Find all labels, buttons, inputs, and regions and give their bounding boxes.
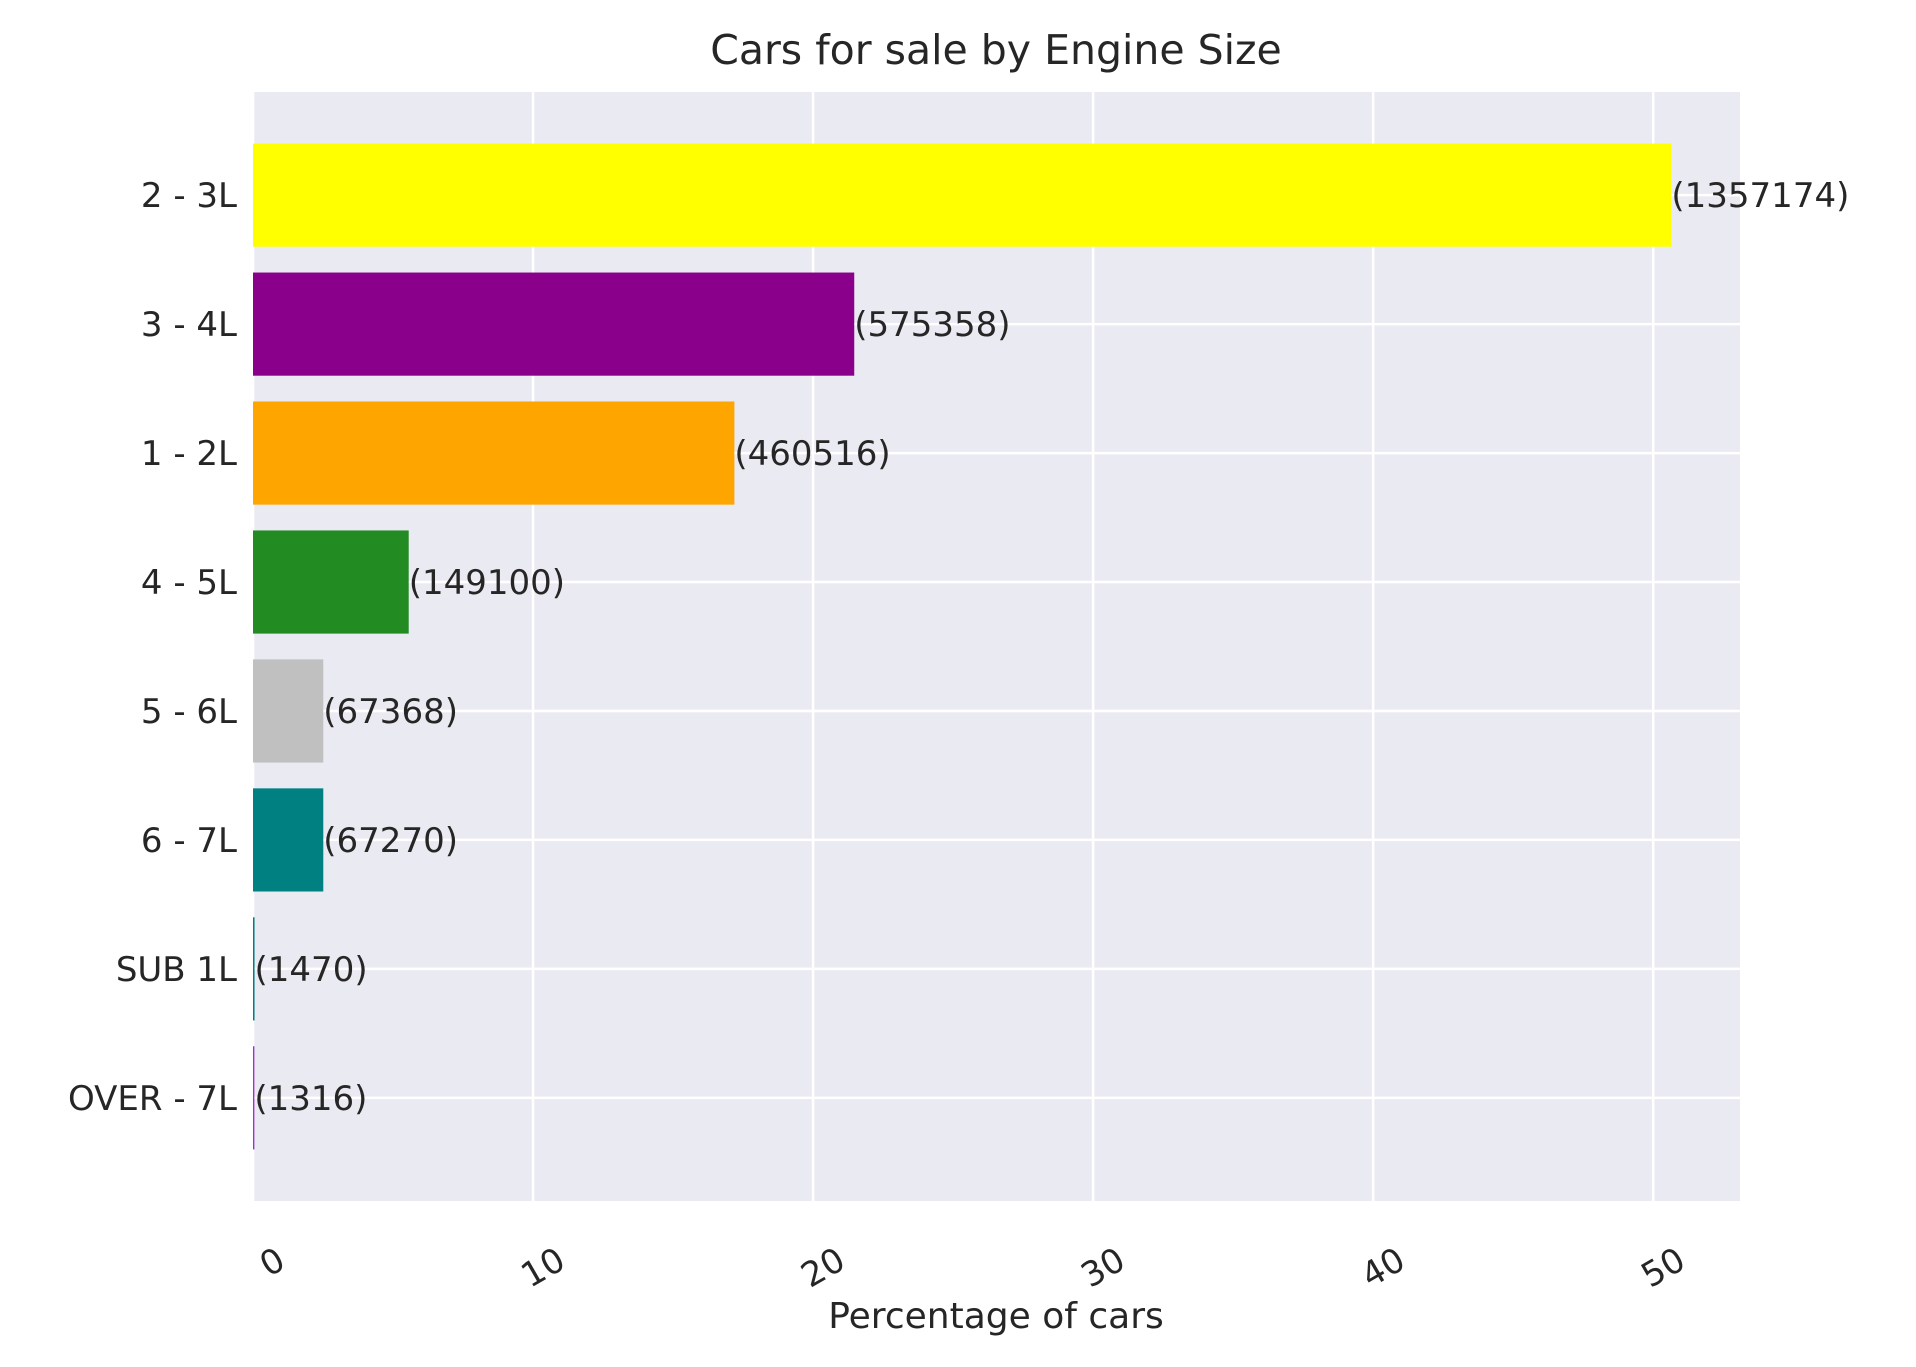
y-tick-label: 2 - 3L	[141, 176, 237, 216]
bars	[253, 143, 1672, 1150]
bar-over-7l	[253, 1046, 255, 1150]
x-tick-label: 10	[514, 1240, 571, 1296]
bar-value-label: (1357174)	[1671, 176, 1849, 216]
gridlines	[251, 92, 1740, 1201]
y-tick-label: OVER - 7L	[68, 1079, 237, 1119]
bar-5-6l	[253, 659, 324, 763]
y-tick-label: 1 - 2L	[141, 434, 237, 474]
bar-3-4l	[253, 272, 855, 376]
bar-value-label: (67270)	[323, 821, 458, 861]
x-tick-label: 50	[1635, 1240, 1692, 1296]
bar-value-label: (149100)	[409, 563, 565, 603]
bar-value-label: (575358)	[854, 305, 1010, 345]
x-tick-label: 0	[253, 1240, 292, 1285]
x-tick-label: 20	[795, 1240, 852, 1296]
y-tick-label: SUB 1L	[116, 950, 237, 990]
bar-value-label: (1316)	[254, 1079, 367, 1119]
bar-6-7l	[253, 788, 324, 892]
bar-value-label: (1470)	[255, 950, 368, 990]
bar-2-3l	[253, 143, 1672, 247]
y-tick-labels: 2 - 3L 3 - 4L 1 - 2L 4 - 5L 5 - 6L 6 - 7L SUB …	[68, 176, 237, 1119]
chart-title: Cars for sale by Engine Size	[710, 26, 1282, 74]
plot-area	[253, 92, 1740, 1201]
bar-value-label: (67368)	[323, 692, 458, 732]
y-tick-label: 3 - 4L	[141, 305, 237, 345]
y-tick-label: 4 - 5L	[141, 563, 237, 603]
x-tick-label: 40	[1355, 1240, 1412, 1296]
x-tick-labels: 0 10 20 30 40 50	[253, 1240, 1692, 1296]
bar-value-label: (460516)	[734, 434, 890, 474]
x-tick-label: 30	[1075, 1240, 1132, 1296]
bar-sub-1l	[253, 917, 255, 1021]
x-axis-label: Percentage of cars	[828, 1296, 1164, 1337]
y-tick-label: 5 - 6L	[141, 692, 237, 732]
data-labels: (1357174) (575358) (460516) (149100) (67368)…	[254, 176, 1849, 1119]
bar-4-5l	[253, 530, 409, 634]
bar-1-2l	[253, 401, 735, 505]
y-tick-label: 6 - 7L	[141, 821, 237, 861]
